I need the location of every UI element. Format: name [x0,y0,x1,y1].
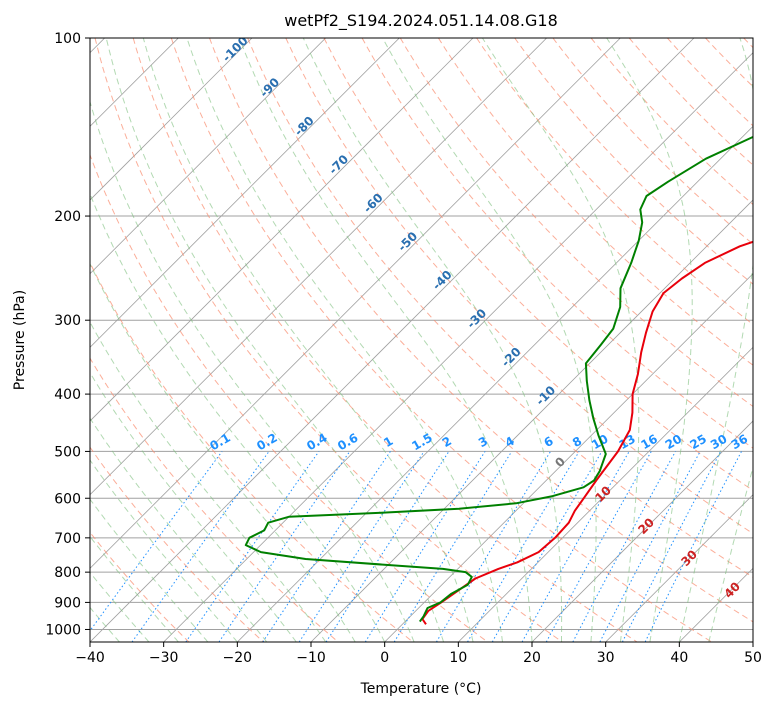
mixing-ratio-line [644,451,742,642]
background-lines [90,38,753,642]
isotherm-line [384,273,753,642]
isotherm-line [458,346,753,642]
y-tick-label: 500 [54,444,81,460]
isotherm-line [752,641,753,642]
y-tick-label: 600 [54,491,81,507]
moist-adiabat-line [90,321,327,642]
moist-adiabat-line [678,38,753,642]
x-tick-label: −10 [296,650,326,666]
isotherm-line [237,125,753,642]
dry-adiabat-line [90,261,414,642]
moist-adiabat-line [238,38,533,642]
moist-adiabat-line [142,38,474,642]
dry-adiabat-line [590,38,753,206]
moist-adiabat-line [90,371,297,642]
chart-title: wetPf2_S194.2024.051.14.08.G18 [284,11,558,31]
mixing-ratio-line [545,451,652,642]
dry-adiabat-line [437,38,753,366]
moist-adiabat-line [105,38,445,642]
moist-adiabat-line [90,535,179,642]
plot-frame [89,37,754,643]
mixing-ratio-line [218,451,351,642]
series-layer [244,135,753,625]
y-tick-label: 900 [54,595,81,611]
moist-adiabat-line [302,38,563,642]
mixing-ratio-line [131,451,270,642]
x-tick-label: −40 [75,650,105,666]
dry-adiabat-line [90,153,488,642]
x-tick-label: 40 [670,650,688,666]
mixing-ratio-line [298,451,425,642]
moist-adiabat-line [708,465,753,642]
plot-area [90,38,753,642]
isotherm-line [605,494,753,642]
mixing-ratio-line [393,451,513,642]
y-tick-label: 1000 [45,622,81,638]
dry-adiabat-line [94,38,563,642]
isotherm-line [90,38,695,642]
x-tick-label: 10 [449,650,467,666]
dry-adiabat-line [361,38,753,449]
dry-adiabat-line [90,446,264,642]
dry-adiabat-line [90,357,339,642]
dry-adiabat-line [323,38,753,492]
isotherm-line [90,38,253,201]
moist-adiabat-line [90,192,386,642]
dewpoint-line [244,135,753,623]
moist-adiabat-line [90,100,415,642]
x-axis-label: Temperature (°C) [360,681,482,697]
x-tick-label: −20 [223,650,253,666]
x-tick-label: 50 [744,650,762,666]
y-tick-label: 800 [54,565,81,581]
isotherm-line [531,420,753,642]
isotherm-line [90,38,547,496]
isotherm-line [90,38,326,275]
moist-adiabat-line [90,417,268,642]
y-tick-label: 200 [54,209,81,225]
isotherm-line [90,38,621,569]
moist-adiabat-line [606,38,693,642]
y-tick-label: 400 [54,387,81,403]
isotherm-line [163,52,753,642]
y-tick-label: 100 [54,31,81,47]
isotherm-line [90,38,474,422]
x-tick-label: −30 [149,650,179,666]
mixing-ratio-line [90,451,223,632]
moist-adiabat-line [382,38,597,642]
moist-adiabat-line [90,498,209,642]
dry-adiabat-line [209,38,753,623]
dry-adiabat-line [399,38,753,408]
dry-adiabat-line [170,38,712,642]
moist-adiabat-line [90,262,356,642]
mixing-ratio-line [185,451,320,642]
moist-adiabat-line [90,459,238,642]
x-tick-label: 30 [597,650,615,666]
y-axis-label: Pressure (hPa) [12,290,28,390]
mixing-ratio-line [262,451,391,642]
dry-adiabat-line [132,38,638,642]
axis-ticks: −40 −30 −20 −10 0 10 20 30 40 50 100 200 300 400 500 60… [45,31,762,666]
dry-adiabat-line [552,38,753,245]
dry-adiabat-line [247,38,753,578]
moist-adiabat-line [186,38,503,642]
moist-adiabat-line [481,38,640,642]
isotherm-line [90,38,400,348]
x-tick-label: 20 [523,650,541,666]
mixing-ratio-line [521,451,630,642]
y-tick-label: 300 [54,313,81,329]
mixing-ratio-line [621,451,722,642]
dry-adiabat-line [285,38,753,535]
y-tick-label: 700 [54,531,81,547]
x-tick-label: 0 [380,650,389,666]
mixing-ratio-line [572,451,676,642]
temperature-line [421,240,753,625]
